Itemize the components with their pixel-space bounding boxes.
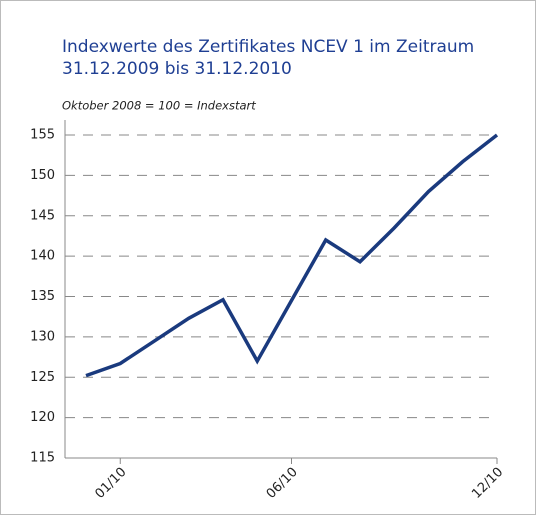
chart-subtitle: Oktober 2008 = 100 = Indexstart: [62, 99, 256, 113]
y-tick-label: 155: [30, 128, 55, 143]
y-tick-label: 145: [30, 208, 55, 223]
y-tick-label: 120: [30, 410, 55, 425]
y-tick-label: 140: [30, 249, 55, 264]
chart-title: 31.12.2009 bis 31.12.2010: [62, 59, 292, 79]
y-tick-label: 115: [30, 451, 55, 466]
y-tick-label: 125: [30, 370, 55, 385]
chart-title: Indexwerte des Zertifikates NCEV 1 im Ze…: [62, 37, 474, 57]
y-tick-label: 135: [30, 289, 55, 304]
y-tick-label: 130: [30, 329, 55, 344]
data-line: [85, 133, 499, 378]
y-tick-label: 150: [30, 168, 55, 183]
